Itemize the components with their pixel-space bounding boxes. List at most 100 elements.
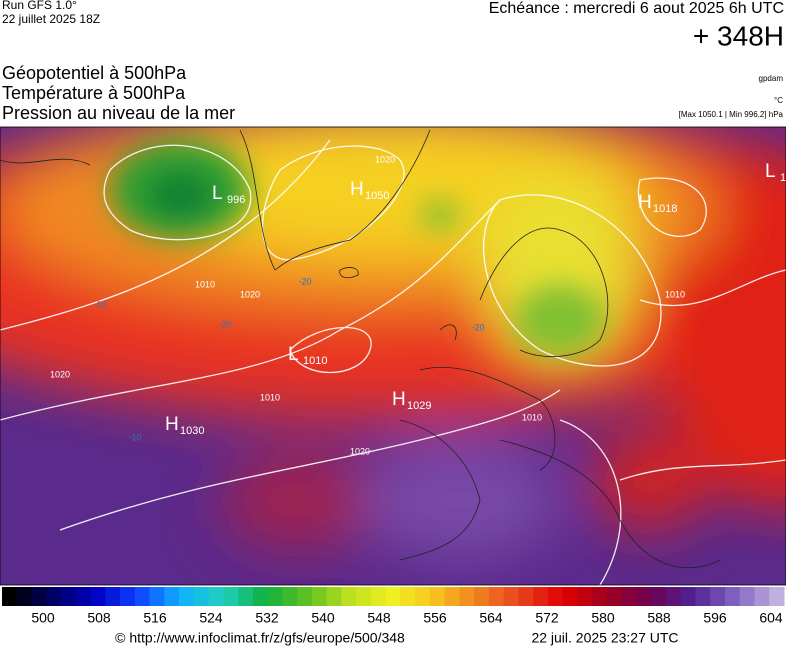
contour-label: -20 [218, 319, 231, 329]
pressure-center-letter: L [765, 161, 776, 182]
colorbar-swatch [562, 587, 578, 606]
colorbar-label: 500 [31, 610, 55, 626]
colorbar-label: 588 [647, 610, 671, 626]
forecast-time: Echéance : mercredi 6 aout 2025 6h UTC [489, 0, 784, 17]
colorbar-swatch [385, 587, 401, 606]
forecast-horizon: + 348H [693, 20, 784, 51]
pressure-center-value: 1018 [653, 203, 677, 215]
colorbar-label: 508 [87, 610, 111, 626]
contour-label: 1010 [522, 412, 542, 422]
run-label: Run GFS 1.0° [2, 0, 77, 12]
colorbar-swatch [415, 587, 431, 606]
colorbar-label: 572 [535, 610, 559, 626]
colorbar-swatch [208, 587, 224, 606]
title: Pression au niveau de la mer [2, 103, 235, 123]
colorbar-swatch [459, 587, 475, 606]
colorbar-swatch [341, 587, 357, 606]
title: Température à 500hPa [2, 83, 186, 103]
colorbar-swatch [429, 587, 446, 606]
colorbar-swatch [665, 587, 682, 606]
colorbar-swatch [769, 587, 785, 606]
pressure-center-value: 1050 [365, 190, 389, 202]
colorbar-label: 532 [255, 610, 279, 626]
colorbar-swatch [75, 587, 92, 606]
contour-label: 1020 [350, 446, 370, 456]
colorbar-swatch [105, 587, 121, 606]
colorbar-swatch [577, 587, 593, 606]
pressure-center-value: 1030 [180, 425, 204, 437]
colorbar-swatch [695, 587, 711, 606]
colorbar-swatch [356, 587, 372, 606]
colorbar-swatch [46, 587, 62, 606]
colorbar-label: 516 [143, 610, 167, 626]
colorbar-label: 540 [311, 610, 335, 626]
pressure-center-letter: L [288, 344, 299, 365]
colorbar-swatch [267, 587, 283, 606]
contour-label: 1020 [240, 289, 260, 299]
colorbar-swatch [651, 587, 667, 606]
colorbar-label: 564 [479, 610, 503, 626]
pressure-center-value: 1029 [407, 400, 431, 412]
colorbar-swatch [90, 587, 106, 606]
colorbar-swatch [252, 587, 269, 606]
colorbar-swatch [680, 587, 696, 606]
map-frame [0, 126, 786, 586]
colorbar-swatch [326, 587, 342, 606]
footer-url: © http://www.infoclimat.fr/z/gfs/europe/… [115, 630, 405, 646]
colorbar: 500 508 516 524 532 540 548 556 564 572 580 588 596 6… [2, 587, 785, 626]
contour-label: 1010 [195, 279, 215, 289]
footer-timestamp: 22 juil. 2025 23:27 UTC [531, 630, 678, 646]
colorbar-label: 604 [759, 610, 783, 626]
colorbar-swatch [444, 587, 460, 606]
contour-label: -10 [93, 299, 106, 309]
unit-label: °C [774, 96, 783, 105]
contour-label: -10 [128, 432, 141, 442]
colorbar-swatch [592, 587, 608, 606]
colorbar-swatch [474, 587, 490, 606]
colorbar-swatch [164, 587, 180, 606]
colorbar-swatch [370, 587, 387, 606]
contour-label: 1020 [375, 154, 395, 164]
map [0, 127, 786, 585]
contour-label: -20 [471, 322, 484, 332]
colorbar-swatch [739, 587, 755, 606]
title: Géopotentiel à 500hPa [2, 63, 187, 83]
colorbar-swatch [311, 587, 328, 606]
colorbar-swatch [488, 587, 505, 606]
colorbar-swatch [193, 587, 210, 606]
colorbar-swatch [31, 587, 47, 606]
colorbar-swatch [724, 587, 741, 606]
colorbar-swatch [61, 587, 77, 606]
pressure-center-letter: H [638, 192, 652, 213]
pressure-center-value: 996 [227, 194, 245, 206]
pressure-center-letter: H [392, 389, 406, 410]
colorbar-swatch [547, 587, 564, 606]
colorbar-swatch [223, 587, 239, 606]
colorbar-swatch [120, 587, 136, 606]
colorbar-swatch [503, 587, 519, 606]
colorbar-swatch [636, 587, 652, 606]
contour-label: 1020 [50, 369, 70, 379]
pressure-center-letter: L [212, 183, 223, 204]
colorbar-swatch [149, 587, 165, 606]
colorbar-label: 556 [423, 610, 447, 626]
colorbar-swatch [16, 587, 33, 606]
colorbar-swatch [621, 587, 637, 606]
pressure-center-value: 1010 [303, 355, 327, 367]
pressure-center-value: 1010 [780, 172, 786, 184]
contour-label: 1010 [665, 289, 685, 299]
colorbar-swatch [134, 587, 151, 606]
pressure-center-letter: H [350, 179, 364, 200]
colorbar-swatch [238, 587, 254, 606]
unit-label: [Max 1050.1 | Min 996.2] hPa [679, 110, 784, 119]
colorbar-label: 524 [199, 610, 223, 626]
contour-label: -20 [298, 276, 311, 286]
colorbar-swatch [606, 587, 623, 606]
colorbar-swatch [754, 587, 770, 606]
colorbar-label: 580 [591, 610, 615, 626]
unit-label: gpdam [759, 74, 784, 83]
colorbar-swatch [710, 587, 726, 606]
colorbar-swatch [2, 587, 18, 606]
colorbar-swatch [533, 587, 549, 606]
